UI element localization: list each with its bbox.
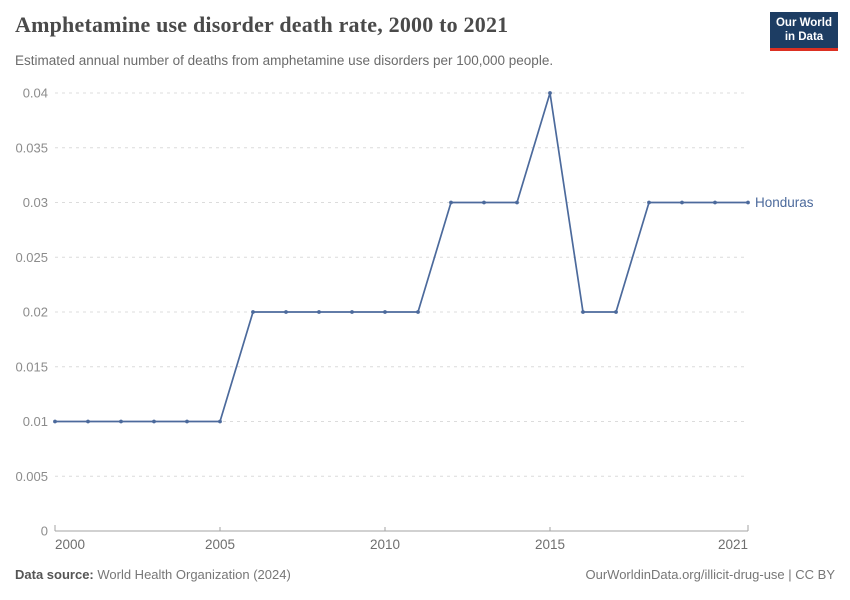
y-tick-label: 0.01: [23, 414, 48, 429]
data-point: [317, 310, 321, 314]
data-point: [449, 200, 453, 205]
data-point: [713, 200, 717, 205]
data-source: Data source: World Health Organization (…: [15, 567, 291, 582]
data-point: [152, 419, 156, 424]
data-point: [185, 419, 189, 424]
data-point: [548, 91, 552, 95]
data-point: [581, 310, 585, 314]
series-line: [54, 92, 749, 423]
y-tick-label: 0: [41, 524, 48, 539]
x-tick-label: 2005: [205, 537, 235, 552]
series-label[interactable]: Honduras: [755, 195, 814, 210]
data-point: [350, 310, 354, 314]
x-tick-label: 2000: [55, 537, 85, 552]
data-point: [53, 419, 57, 424]
data-point: [746, 200, 750, 205]
data-point: [251, 310, 255, 314]
y-tick-label: 0.025: [15, 250, 48, 265]
owid-logo-line1: Our World: [775, 17, 832, 29]
data-source-value: World Health Organization (2024): [93, 567, 291, 582]
y-tick-label: 0.04: [23, 86, 48, 101]
y-tick-label: 0.005: [15, 469, 48, 484]
x-tick-label: 2015: [535, 537, 565, 552]
data-point: [86, 419, 90, 424]
data-point: [680, 200, 684, 205]
y-tick-label: 0.015: [15, 359, 48, 374]
page-subtitle: Estimated annual number of deaths from a…: [15, 53, 554, 68]
data-point: [383, 310, 387, 314]
data-point: [119, 419, 123, 424]
data-source-label: Data source:: [15, 567, 94, 582]
x-tick-label: 2021: [718, 537, 748, 552]
y-tick-label: 0.02: [23, 305, 48, 320]
data-point: [482, 200, 486, 205]
x-tick-label: 2010: [370, 537, 400, 552]
line-chart[interactable]: 0 0.005 0.01 0.015 0.02 0.025 0.03 0.035 0.04 200…: [0, 80, 850, 560]
data-point: [647, 200, 651, 205]
y-tick-label: 0.03: [23, 195, 48, 210]
y-tick-label: 0.035: [15, 140, 48, 155]
data-point: [614, 310, 618, 314]
footer-link[interactable]: OurWorldinData.org/illicit-drug-use | CC…: [585, 567, 836, 582]
data-point: [416, 310, 420, 314]
data-point: [284, 310, 288, 314]
owid-logo-line2: in Data: [784, 30, 824, 43]
data-point: [515, 200, 519, 205]
page-title: Amphetamine use disorder death rate, 200…: [15, 12, 509, 37]
owid-logo[interactable]: Our World in Data: [770, 12, 838, 52]
data-point: [218, 419, 222, 424]
